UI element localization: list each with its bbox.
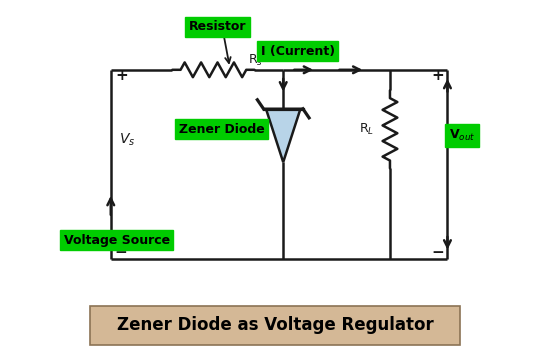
- FancyBboxPatch shape: [90, 306, 460, 345]
- Text: V$_s$: V$_s$: [119, 132, 135, 148]
- Text: Voltage Source: Voltage Source: [64, 234, 170, 247]
- Text: R$_s$: R$_s$: [248, 53, 263, 68]
- Text: Zener Diode as Voltage Regulator: Zener Diode as Voltage Regulator: [117, 317, 433, 334]
- Text: I (Current): I (Current): [261, 45, 334, 58]
- Text: −: −: [115, 245, 128, 260]
- Text: Resistor: Resistor: [189, 20, 246, 33]
- Text: +: +: [116, 68, 129, 83]
- Text: −: −: [432, 245, 444, 260]
- Polygon shape: [266, 109, 300, 162]
- Text: V$_{out}$: V$_{out}$: [449, 128, 475, 143]
- Text: Zener Diode: Zener Diode: [179, 123, 265, 136]
- Text: R$_L$: R$_L$: [359, 122, 375, 137]
- Text: +: +: [432, 68, 444, 83]
